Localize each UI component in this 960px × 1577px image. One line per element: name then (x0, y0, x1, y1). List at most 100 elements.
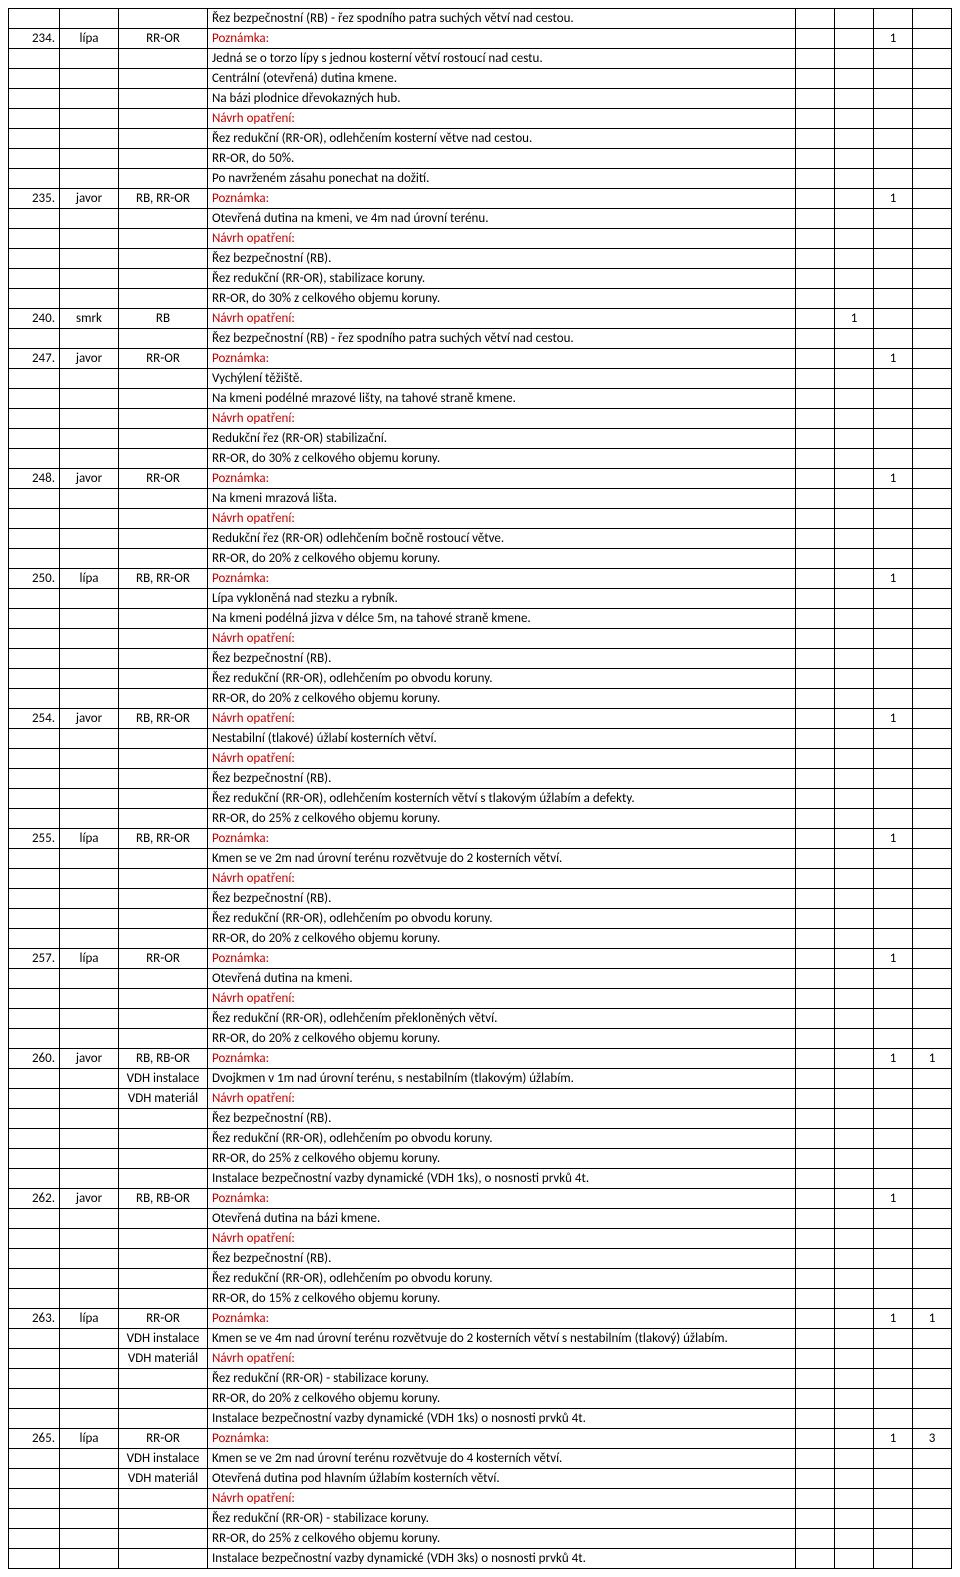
cell-c3: RR-OR (119, 949, 208, 969)
cell-c2: javor (60, 709, 119, 729)
cell-c2 (60, 429, 119, 449)
cell-c5 (796, 309, 835, 329)
cell-c2 (60, 1529, 119, 1549)
table-row: Na kmeni podélné mrazové lišty, na tahov… (9, 389, 952, 409)
cell-c1 (9, 329, 60, 349)
table-row: RR-OR, do 25% z celkového objemu koruny. (9, 1529, 952, 1549)
table-row: Redukční řez (RR-OR) stabilizační. (9, 429, 952, 449)
cell-c8 (913, 369, 952, 389)
cell-c3 (119, 269, 208, 289)
cell-c8 (913, 629, 952, 649)
cell-c4: Kmen se ve 2m nad úrovní terénu rozvětvu… (208, 849, 796, 869)
cell-c5 (796, 709, 835, 729)
cell-c1 (9, 769, 60, 789)
cell-c1 (9, 649, 60, 669)
cell-c4: Řez bezpečnostní (RB). (208, 249, 796, 269)
cell-c5 (796, 329, 835, 349)
table-row: Na bázi plodnice dřevokazných hub. (9, 89, 952, 109)
cell-c8 (913, 1549, 952, 1569)
cell-c1 (9, 749, 60, 769)
cell-c8 (913, 669, 952, 689)
cell-c1 (9, 1209, 60, 1229)
cell-c2 (60, 529, 119, 549)
cell-c6 (835, 1009, 874, 1029)
cell-c2 (60, 1449, 119, 1469)
cell-c4: RR-OR, do 20% z celkového objemu koruny. (208, 1029, 796, 1049)
cell-c2 (60, 1209, 119, 1229)
cell-c8 (913, 1189, 952, 1209)
table-row: Instalace bezpečnostní vazby dynamické (… (9, 1409, 952, 1429)
cell-c1 (9, 1409, 60, 1429)
cell-c6 (835, 1389, 874, 1409)
table-row: Návrh opatření: (9, 509, 952, 529)
cell-c4: Návrh opatření: (208, 509, 796, 529)
table-row: Návrh opatření: (9, 629, 952, 649)
table-row: Centrální (otevřená) dutina kmene. (9, 69, 952, 89)
cell-c2 (60, 409, 119, 429)
cell-c1 (9, 1469, 60, 1489)
cell-c4: Řez redukční (RR-OR), odlehčením kostern… (208, 789, 796, 809)
cell-c6 (835, 1409, 874, 1429)
table-row: 255.lípaRB, RR-ORPoznámka:1 (9, 829, 952, 849)
cell-c2 (60, 789, 119, 809)
cell-c3 (119, 729, 208, 749)
cell-c6 (835, 149, 874, 169)
cell-c3 (119, 449, 208, 469)
cell-c2 (60, 1549, 119, 1569)
cell-c8 (913, 1249, 952, 1269)
cell-c6 (835, 449, 874, 469)
cell-c6 (835, 1329, 874, 1349)
table-row: VDH instalaceKmen se ve 2m nad úrovní te… (9, 1449, 952, 1469)
cell-c3 (119, 389, 208, 409)
cell-c8 (913, 489, 952, 509)
cell-c3 (119, 689, 208, 709)
table-row: Řez redukční (RR-OR) - stabilizace korun… (9, 1369, 952, 1389)
table-row: RR-OR, do 20% z celkového objemu koruny. (9, 1029, 952, 1049)
cell-c8 (913, 1009, 952, 1029)
cell-c6 (835, 549, 874, 569)
cell-c3 (119, 1029, 208, 1049)
cell-c6 (835, 329, 874, 349)
cell-c6 (835, 1369, 874, 1389)
cell-c3 (119, 9, 208, 29)
cell-c7 (874, 129, 913, 149)
table-row: 240.smrkRBNávrh opatření:1 (9, 309, 952, 329)
cell-c3 (119, 1389, 208, 1409)
table-row: Řez redukční (RR-OR), odlehčením kostern… (9, 129, 952, 149)
cell-c8 (913, 189, 952, 209)
cell-c1 (9, 1069, 60, 1089)
cell-c3: RB, RR-OR (119, 569, 208, 589)
cell-c8 (913, 449, 952, 469)
cell-c7 (874, 489, 913, 509)
cell-c2 (60, 629, 119, 649)
cell-c4: Na kmeni podélná jizva v délce 5m, na ta… (208, 609, 796, 629)
cell-c1 (9, 109, 60, 129)
table-row: Návrh opatření: (9, 109, 952, 129)
cell-c1 (9, 1489, 60, 1509)
cell-c4: RR-OR, do 20% z celkového objemu koruny. (208, 1389, 796, 1409)
cell-c1 (9, 1529, 60, 1549)
cell-c2 (60, 689, 119, 709)
cell-c5 (796, 1029, 835, 1049)
cell-c4: Řez redukční (RR-OR), odlehčením po obvo… (208, 669, 796, 689)
cell-c6 (835, 1269, 874, 1289)
cell-c4: Návrh opatření: (208, 1089, 796, 1109)
cell-c4: Řez bezpečnostní (RB). (208, 649, 796, 669)
tree-table: Řez bezpečnostní (RB) - řez spodního pat… (8, 8, 952, 1569)
cell-c2: lípa (60, 1429, 119, 1449)
cell-c7 (874, 149, 913, 169)
cell-c8 (913, 249, 952, 269)
cell-c5 (796, 429, 835, 449)
cell-c1 (9, 409, 60, 429)
cell-c7 (874, 1529, 913, 1549)
cell-c6 (835, 489, 874, 509)
cell-c1: 234. (9, 29, 60, 49)
cell-c2 (60, 909, 119, 929)
cell-c6 (835, 29, 874, 49)
cell-c7 (874, 809, 913, 829)
cell-c3 (119, 1489, 208, 1509)
cell-c4: Řez redukční (RR-OR), odlehčením kostern… (208, 129, 796, 149)
cell-c6 (835, 1069, 874, 1089)
cell-c8 (913, 989, 952, 1009)
table-row: Jedná se o torzo lípy s jednou kosterní … (9, 49, 952, 69)
